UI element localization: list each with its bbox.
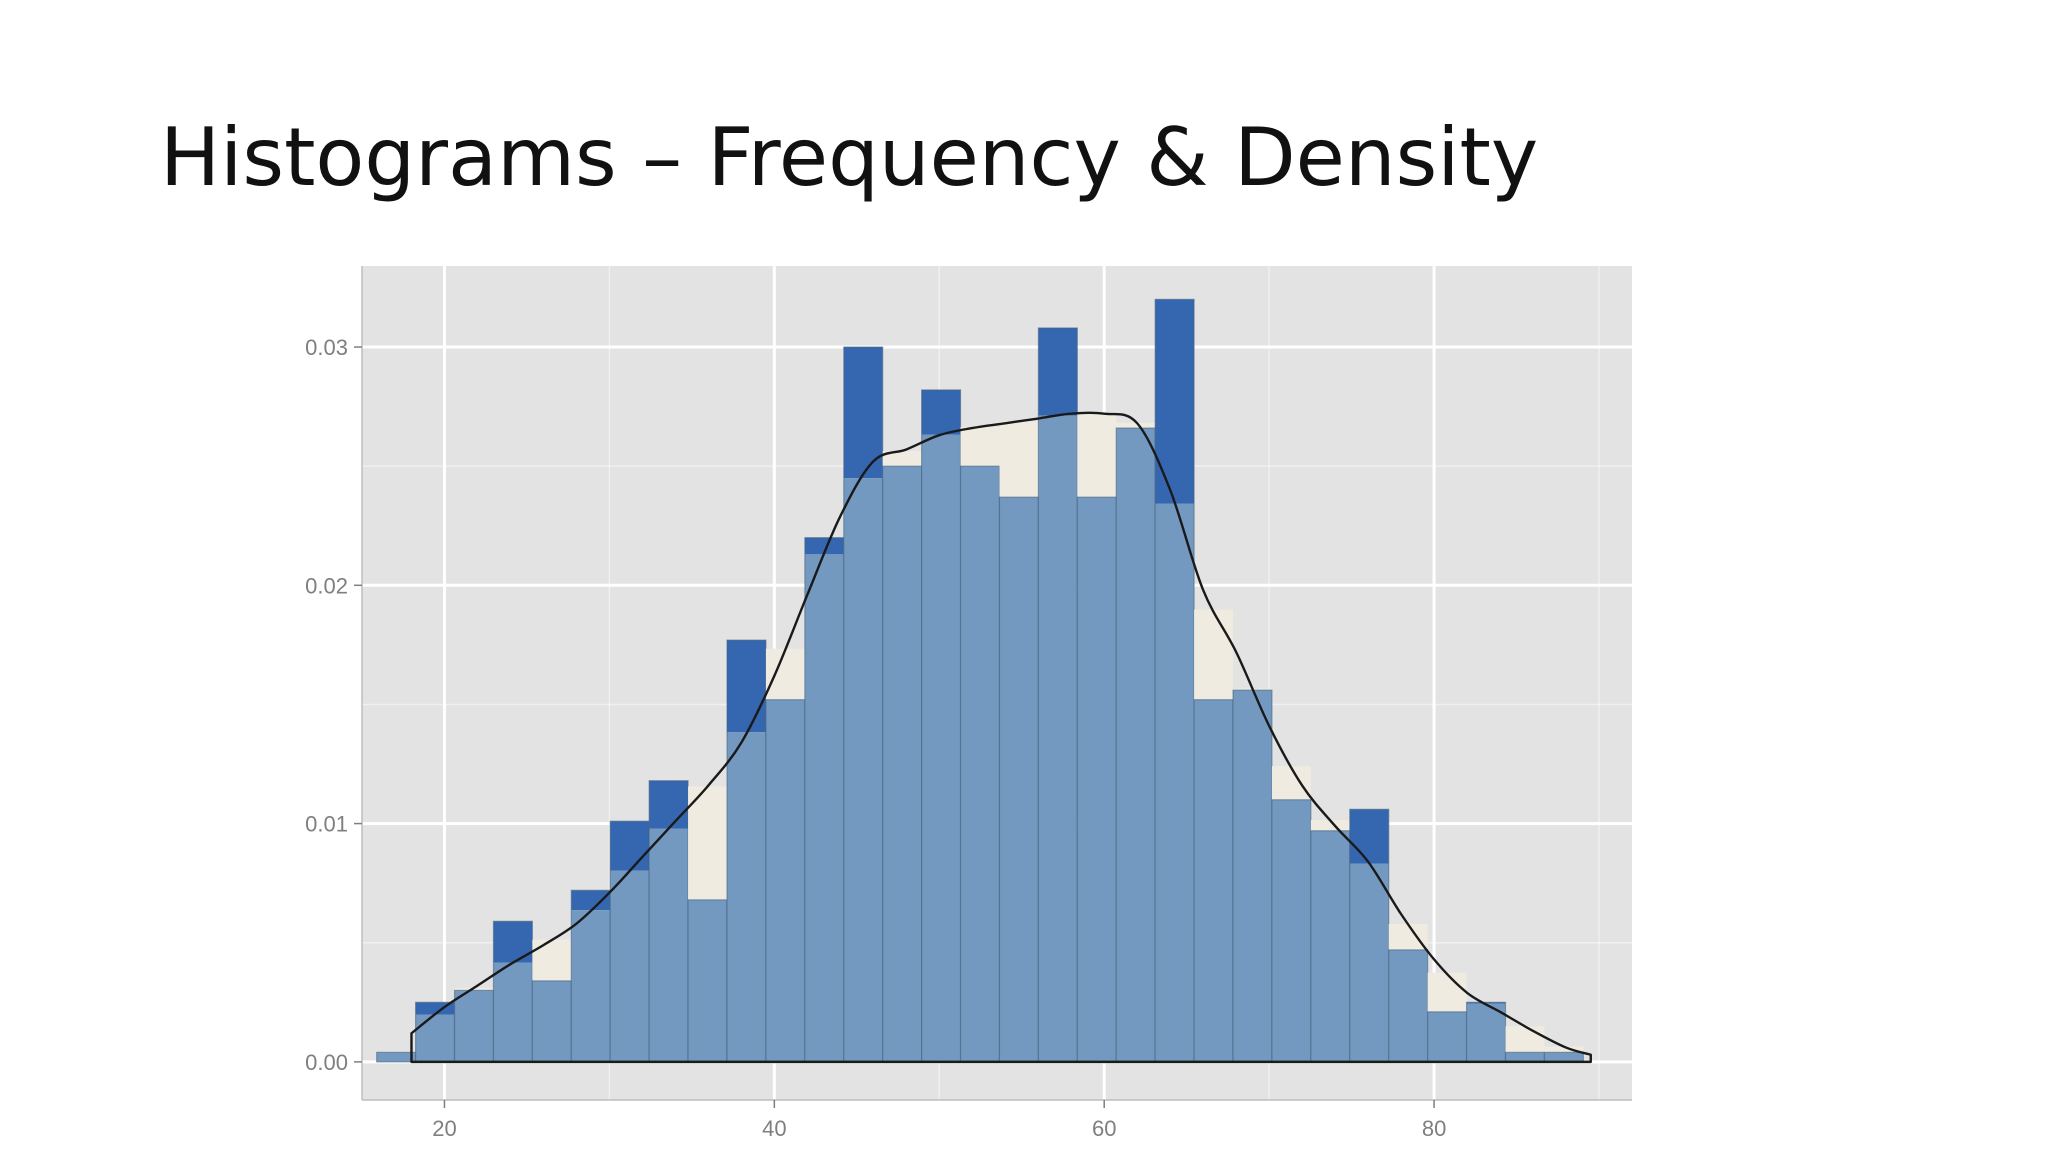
density-area-segment: [960, 426, 1000, 467]
density-area-segment: [1077, 413, 1117, 498]
density-line: [410, 411, 1592, 1064]
histogram-bar: [1038, 415, 1078, 1062]
frequency-bar-excess: [727, 640, 766, 733]
histogram-bar: [843, 478, 883, 1062]
histogram-bar: [1155, 503, 1195, 1062]
density-area-segment: [532, 939, 572, 981]
axes: 0.00 0.01 0.02 0.03 20 40 60 80: [305, 266, 1632, 1141]
x-tick-label: 20: [432, 1116, 456, 1141]
frequency-bar-excess: [804, 537, 844, 555]
density-area-segment: [688, 786, 728, 900]
histogram-bar: [688, 899, 728, 1062]
x-tick-label: 40: [762, 1116, 786, 1141]
density-area-segment: [1505, 1026, 1545, 1053]
density-area-segment: [1388, 923, 1428, 950]
x-tick-label: 80: [1422, 1116, 1446, 1141]
histogram-bar: [1271, 799, 1311, 1062]
histogram-bar: [1194, 699, 1234, 1062]
frequency-bar-excess: [1466, 1002, 1506, 1004]
y-tick-label: 0.01: [305, 812, 348, 837]
histogram-bar: [649, 828, 689, 1062]
density-area-segment: [1310, 820, 1350, 831]
x-tick-label: 60: [1092, 1116, 1116, 1141]
histogram-bar: [804, 554, 844, 1062]
histogram-bar: [727, 732, 766, 1062]
frequency-bar-excess: [610, 821, 650, 871]
histogram-bar: [999, 497, 1039, 1062]
histogram-bar: [960, 466, 1000, 1062]
y-tick-label: 0.02: [305, 573, 348, 598]
frequency-bar-excess: [649, 780, 689, 829]
histogram-bar: [376, 1052, 416, 1062]
histogram-bar: [493, 962, 533, 1062]
histogram-bar: [1427, 1011, 1467, 1062]
histogram-bar: [1310, 830, 1350, 1062]
histogram-bar: [1544, 1052, 1584, 1062]
histogram-bar: [1116, 428, 1156, 1062]
frequency-bar-excess: [1038, 327, 1078, 416]
density-area-segment: [1427, 972, 1467, 1012]
density-area-segment: [999, 421, 1039, 498]
slide-title: Histograms – Frequency & Density: [160, 111, 1539, 204]
density-area-segment: [1116, 422, 1156, 429]
y-tick-label: 0.00: [305, 1050, 348, 1075]
histogram-bar: [1466, 1003, 1506, 1062]
density-area-segment: [1544, 1046, 1584, 1053]
histogram-bar: [1077, 497, 1117, 1062]
density-area-segment: [882, 450, 922, 467]
density-curve: [410, 411, 1592, 1064]
frequency-bar-excess: [1155, 299, 1195, 504]
histogram-bar: [1349, 863, 1389, 1062]
histogram-bar: [454, 990, 494, 1062]
density-area-segment: [1271, 766, 1311, 800]
density-area-segment: [1194, 609, 1234, 700]
frequency-bar-excess: [843, 347, 883, 479]
frequency-bar-excess: [571, 890, 611, 911]
histogram-bar: [921, 434, 961, 1062]
histogram-bar: [1233, 690, 1272, 1062]
density-area-segment: [765, 648, 805, 700]
histogram-bar: [882, 466, 922, 1062]
frequency-bar-excess: [921, 389, 961, 435]
histogram-bar: [415, 1014, 455, 1062]
histogram-bar: [765, 699, 805, 1062]
histogram-bar: [571, 910, 611, 1062]
histogram-bar: [610, 870, 650, 1062]
histogram-bar: [532, 980, 572, 1062]
frequency-bar-excess: [493, 921, 533, 963]
histogram-bar: [1505, 1052, 1545, 1062]
histogram-bar: [1388, 949, 1428, 1062]
y-tick-label: 0.03: [305, 335, 348, 360]
frequency-bar-excess: [1349, 809, 1389, 864]
